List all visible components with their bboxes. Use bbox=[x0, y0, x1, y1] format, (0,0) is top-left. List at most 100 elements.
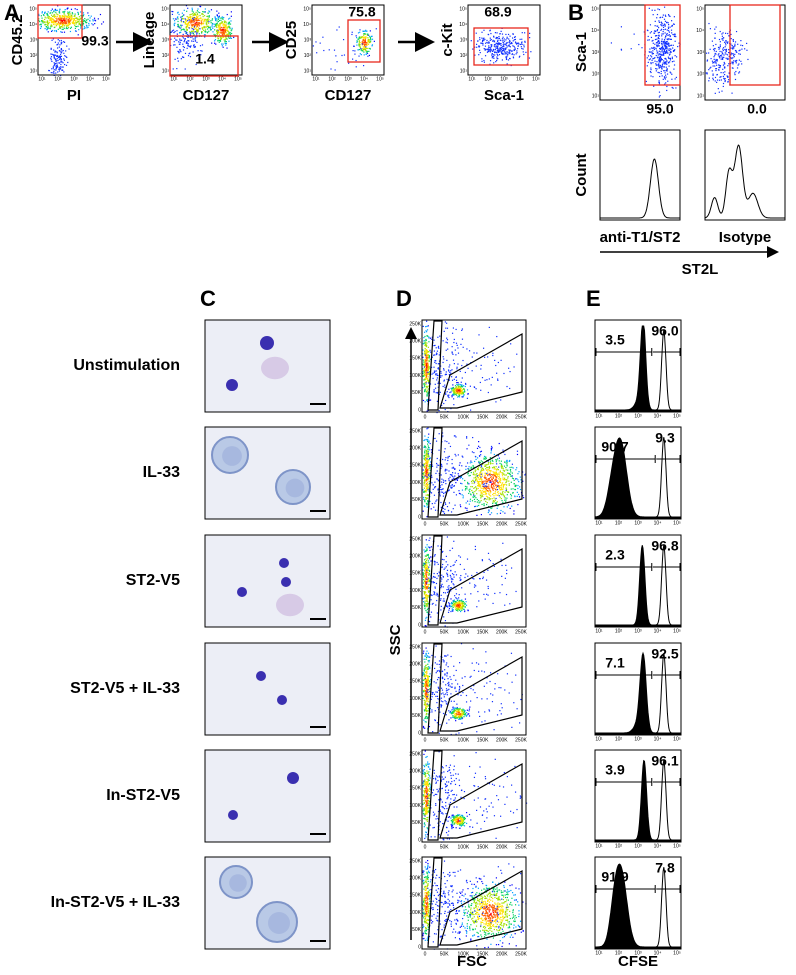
event-dot bbox=[55, 20, 57, 22]
event-dot bbox=[716, 81, 718, 83]
event-dot bbox=[508, 367, 510, 369]
event-dot bbox=[425, 474, 427, 476]
event-dot bbox=[435, 392, 437, 394]
event-dot bbox=[489, 489, 491, 492]
event-dot bbox=[441, 583, 443, 585]
event-dot bbox=[477, 476, 480, 479]
event-dot bbox=[427, 364, 429, 366]
event-dot bbox=[451, 352, 453, 354]
event-dot bbox=[489, 481, 491, 483]
plot-frame bbox=[599, 129, 681, 221]
event-dot bbox=[656, 30, 658, 32]
event-dot bbox=[422, 473, 424, 475]
event-dot bbox=[453, 378, 455, 380]
event-dot bbox=[665, 44, 667, 46]
event-dot bbox=[434, 354, 436, 356]
event-dot bbox=[720, 58, 722, 60]
event-dot bbox=[183, 21, 185, 23]
event-dot bbox=[514, 496, 516, 498]
event-dot bbox=[664, 46, 666, 48]
event-dot bbox=[428, 368, 430, 370]
event-dot bbox=[210, 22, 212, 24]
event-dot bbox=[50, 47, 52, 49]
event-dot bbox=[672, 49, 675, 52]
event-dot bbox=[53, 70, 55, 73]
event-dot bbox=[425, 581, 427, 583]
event-dot bbox=[365, 46, 367, 48]
event-dot bbox=[218, 29, 220, 31]
event-dot bbox=[226, 47, 228, 49]
event-dot bbox=[484, 458, 487, 460]
event-dot bbox=[654, 57, 656, 59]
event-dot bbox=[656, 52, 658, 54]
event-dot bbox=[455, 342, 458, 344]
event-dot bbox=[422, 598, 424, 600]
event-dot bbox=[47, 11, 49, 13]
event-dot bbox=[65, 15, 67, 17]
event-dot bbox=[436, 457, 438, 460]
event-dot bbox=[208, 15, 210, 17]
event-dot bbox=[664, 57, 667, 60]
event-dot bbox=[218, 41, 220, 43]
event-dot bbox=[70, 19, 73, 21]
event-dot bbox=[53, 16, 56, 18]
event-dot bbox=[657, 8, 659, 10]
event-dot bbox=[424, 360, 426, 362]
event-dot bbox=[429, 442, 431, 445]
event-dot bbox=[480, 368, 482, 370]
event-dot bbox=[428, 336, 430, 338]
event-dot bbox=[470, 40, 472, 42]
event-dot bbox=[56, 55, 58, 58]
event-dot bbox=[666, 85, 668, 88]
event-dot bbox=[54, 22, 56, 24]
event-dot bbox=[362, 46, 364, 48]
event-dot bbox=[511, 475, 513, 477]
event-dot bbox=[422, 569, 424, 571]
event-dot bbox=[454, 561, 456, 563]
event-dot bbox=[62, 22, 64, 24]
event-dot bbox=[486, 502, 488, 504]
event-dot bbox=[498, 480, 500, 482]
event-dot bbox=[489, 460, 492, 462]
event-dot bbox=[710, 57, 712, 60]
event-dot bbox=[422, 399, 425, 402]
event-dot bbox=[659, 17, 661, 19]
event-dot bbox=[733, 46, 735, 48]
event-dot bbox=[55, 59, 57, 61]
event-dot bbox=[441, 558, 444, 561]
event-dot bbox=[48, 21, 50, 23]
event-dot bbox=[495, 51, 497, 53]
event-dot bbox=[463, 391, 465, 393]
event-dot bbox=[54, 8, 56, 11]
event-dot bbox=[709, 67, 711, 69]
event-dot bbox=[453, 391, 455, 393]
event-dot bbox=[449, 474, 452, 476]
event-dot bbox=[479, 484, 481, 487]
event-dot bbox=[91, 23, 93, 25]
event-dot bbox=[719, 76, 721, 78]
event-dot bbox=[46, 22, 49, 24]
event-dot bbox=[658, 72, 660, 74]
event-dot bbox=[494, 499, 496, 502]
event-dot bbox=[424, 378, 426, 380]
event-dot bbox=[457, 381, 459, 384]
event-dot bbox=[478, 490, 480, 492]
event-dot bbox=[661, 24, 663, 27]
event-dot bbox=[498, 460, 500, 462]
event-dot bbox=[496, 53, 498, 56]
event-dot bbox=[40, 25, 42, 27]
event-dot bbox=[427, 578, 430, 580]
event-dot bbox=[428, 379, 430, 381]
event-dot bbox=[471, 482, 473, 484]
event-dot bbox=[493, 492, 495, 495]
event-dot bbox=[198, 22, 201, 24]
event-dot bbox=[185, 25, 188, 28]
event-dot bbox=[655, 30, 657, 32]
event-dot bbox=[722, 85, 724, 88]
event-dot bbox=[443, 511, 445, 513]
event-dot bbox=[63, 15, 65, 18]
event-dot bbox=[653, 85, 655, 87]
event-dot bbox=[514, 38, 517, 41]
event-dot bbox=[506, 51, 508, 53]
event-dot bbox=[736, 67, 739, 69]
